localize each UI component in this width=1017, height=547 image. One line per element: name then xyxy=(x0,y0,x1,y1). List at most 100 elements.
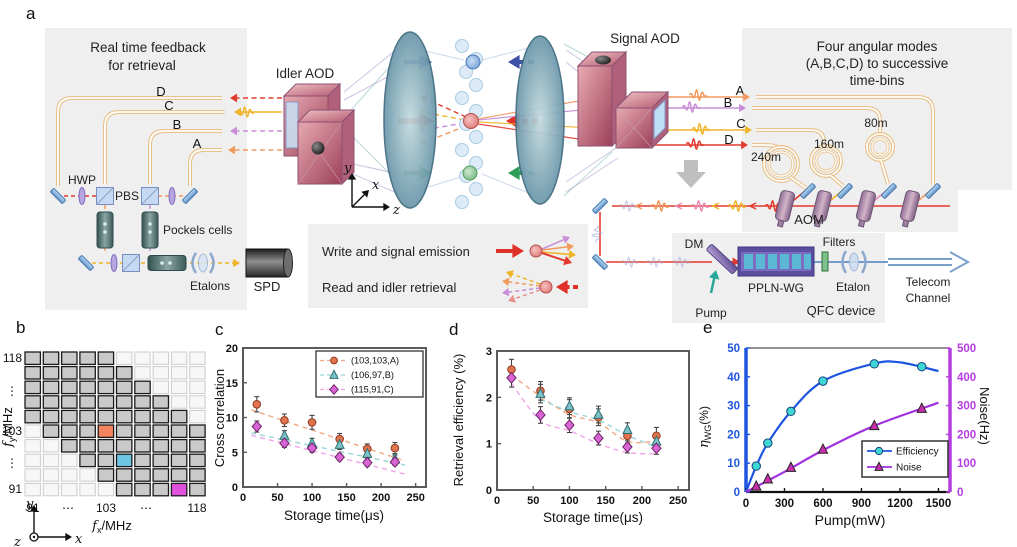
photon-wavelet xyxy=(237,106,255,118)
beam-head xyxy=(739,103,746,113)
fit-line xyxy=(251,409,406,462)
grid-cell xyxy=(42,453,60,468)
beam xyxy=(565,147,617,183)
y-axis-title: fy/MHz xyxy=(0,407,17,448)
y-tick: 91 xyxy=(9,482,23,496)
photon-wavelet xyxy=(691,123,711,135)
feedback-title-line1: Real time feedback xyxy=(90,40,206,55)
aom-label: AOM xyxy=(794,212,824,227)
data-point xyxy=(280,415,289,425)
photon-wavelet xyxy=(688,89,708,101)
data-point xyxy=(593,408,604,419)
signal-aod xyxy=(576,50,670,150)
x-tick-label: 150 xyxy=(596,495,614,507)
idler-aod-label: Idler AOD xyxy=(276,66,335,81)
beam-head xyxy=(512,244,524,258)
aom-modulators xyxy=(774,190,921,228)
data-point xyxy=(252,399,262,409)
mode-letter: B xyxy=(173,117,182,132)
mode-letter: C xyxy=(736,116,745,131)
data-point xyxy=(786,406,796,417)
grid-cell xyxy=(134,395,151,409)
data-point xyxy=(329,369,339,379)
grid-cell xyxy=(42,365,60,380)
fit-line xyxy=(251,434,406,475)
pbs-cube xyxy=(122,254,140,272)
mirror xyxy=(50,188,66,204)
x-tick-label: 900 xyxy=(852,498,871,510)
pbs-label: PBS xyxy=(115,189,139,203)
x-tick-label: 200 xyxy=(633,495,651,507)
grid-cell xyxy=(97,395,115,409)
data-point xyxy=(307,418,317,427)
frequency-mode-grid xyxy=(24,351,206,497)
y-tick-label: 15 xyxy=(226,378,238,390)
grid-cell xyxy=(115,482,133,497)
beam-head xyxy=(502,277,510,287)
photon-wavelet xyxy=(690,200,710,212)
grid-cell xyxy=(24,468,41,482)
beam-head xyxy=(745,125,752,135)
dm-label: DM xyxy=(685,237,704,251)
beam-head xyxy=(361,190,369,198)
feedback-title-line2: for retrieval xyxy=(108,58,176,73)
fiber-core xyxy=(149,130,222,184)
photon-wavelet xyxy=(672,256,690,268)
mirror xyxy=(925,183,941,199)
wave-plate xyxy=(110,254,118,272)
fiber-core xyxy=(880,159,889,185)
data-point xyxy=(874,461,884,471)
y-tick-label: 5 xyxy=(232,447,238,459)
grid-cell xyxy=(134,438,151,453)
data-point xyxy=(651,442,662,455)
mode-letter: C xyxy=(164,98,173,113)
grid-cell xyxy=(42,482,60,497)
fit-line xyxy=(540,398,657,448)
data-point xyxy=(334,451,345,464)
grid-cell xyxy=(170,351,188,365)
grid-cell xyxy=(97,424,115,439)
x-tick-dots: ⋯ xyxy=(62,501,74,515)
beam-head xyxy=(508,166,520,180)
grid-cell xyxy=(60,380,78,395)
fiber-core xyxy=(756,129,825,146)
single-photon-detector xyxy=(245,248,293,278)
z-axis-dot xyxy=(32,535,36,539)
grid-cell xyxy=(61,468,78,482)
grid-cell xyxy=(97,453,115,468)
modes-title-line2: (A,B,C,D) to successive xyxy=(806,56,949,71)
down-arrow-icon xyxy=(676,160,706,188)
axis-x-label: x xyxy=(372,178,380,193)
grid-cell xyxy=(152,438,170,453)
setup-diagram: Real time feedback for retrieval Idler A… xyxy=(45,28,1012,323)
y-axis-title: Cross correlation xyxy=(212,369,227,467)
etalons-label: Etalons xyxy=(190,279,230,293)
grid-cell xyxy=(152,424,170,439)
filters-label: Filters xyxy=(823,235,856,249)
spd-label: SPD xyxy=(254,279,281,294)
beam-head xyxy=(508,55,520,69)
beam-head xyxy=(228,145,236,155)
mirror xyxy=(881,183,897,199)
panel-label-b: b xyxy=(16,318,26,337)
grid-cell xyxy=(79,351,96,366)
grid-cell xyxy=(97,482,115,497)
grid-cell xyxy=(189,366,206,380)
plot-box xyxy=(496,350,690,491)
grid-cell xyxy=(189,395,206,409)
photon-wavelet xyxy=(685,138,705,150)
x-tick-label: 100 xyxy=(303,492,321,504)
x-tick: ⋯ xyxy=(140,501,152,515)
fit-line xyxy=(511,374,657,444)
grid-cell xyxy=(134,351,151,365)
x-axis-title: Pump(mW) xyxy=(815,512,886,528)
data-point xyxy=(329,383,339,396)
data-point xyxy=(868,419,880,431)
grid-cell xyxy=(60,351,78,366)
pbs-cube xyxy=(141,187,159,205)
beam xyxy=(510,272,541,285)
atom-mode-red xyxy=(463,113,479,129)
grid-cell xyxy=(134,424,151,439)
data-point xyxy=(916,402,928,413)
grid-cell xyxy=(61,453,78,468)
